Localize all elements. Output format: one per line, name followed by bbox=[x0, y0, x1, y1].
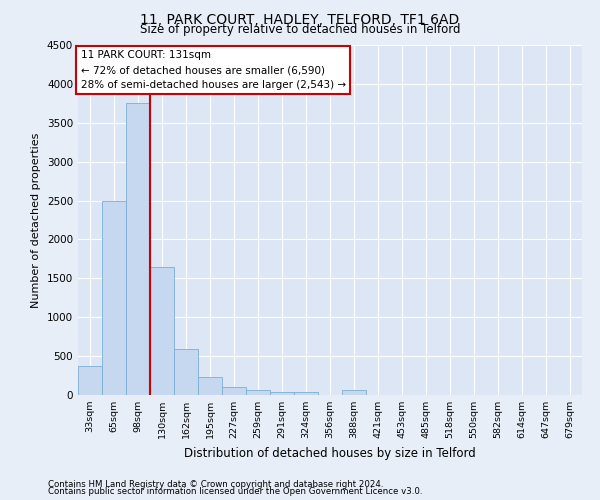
Text: Contains public sector information licensed under the Open Government Licence v3: Contains public sector information licen… bbox=[48, 488, 422, 496]
Bar bbox=[102, 200, 126, 395]
Text: 11, PARK COURT, HADLEY, TELFORD, TF1 6AD: 11, PARK COURT, HADLEY, TELFORD, TF1 6AD bbox=[140, 12, 460, 26]
Y-axis label: Number of detached properties: Number of detached properties bbox=[31, 132, 41, 308]
Bar bbox=[222, 387, 246, 395]
Bar bbox=[294, 392, 318, 395]
X-axis label: Distribution of detached houses by size in Telford: Distribution of detached houses by size … bbox=[184, 446, 476, 460]
Bar bbox=[174, 349, 198, 395]
Bar bbox=[198, 377, 222, 395]
Text: Contains HM Land Registry data © Crown copyright and database right 2024.: Contains HM Land Registry data © Crown c… bbox=[48, 480, 383, 489]
Bar bbox=[78, 366, 102, 395]
Bar bbox=[342, 390, 366, 395]
Text: Size of property relative to detached houses in Telford: Size of property relative to detached ho… bbox=[140, 22, 460, 36]
Bar bbox=[126, 104, 150, 395]
Bar bbox=[270, 392, 294, 395]
Bar bbox=[246, 390, 270, 395]
Text: 11 PARK COURT: 131sqm
← 72% of detached houses are smaller (6,590)
28% of semi-d: 11 PARK COURT: 131sqm ← 72% of detached … bbox=[80, 50, 346, 90]
Bar bbox=[150, 268, 174, 395]
